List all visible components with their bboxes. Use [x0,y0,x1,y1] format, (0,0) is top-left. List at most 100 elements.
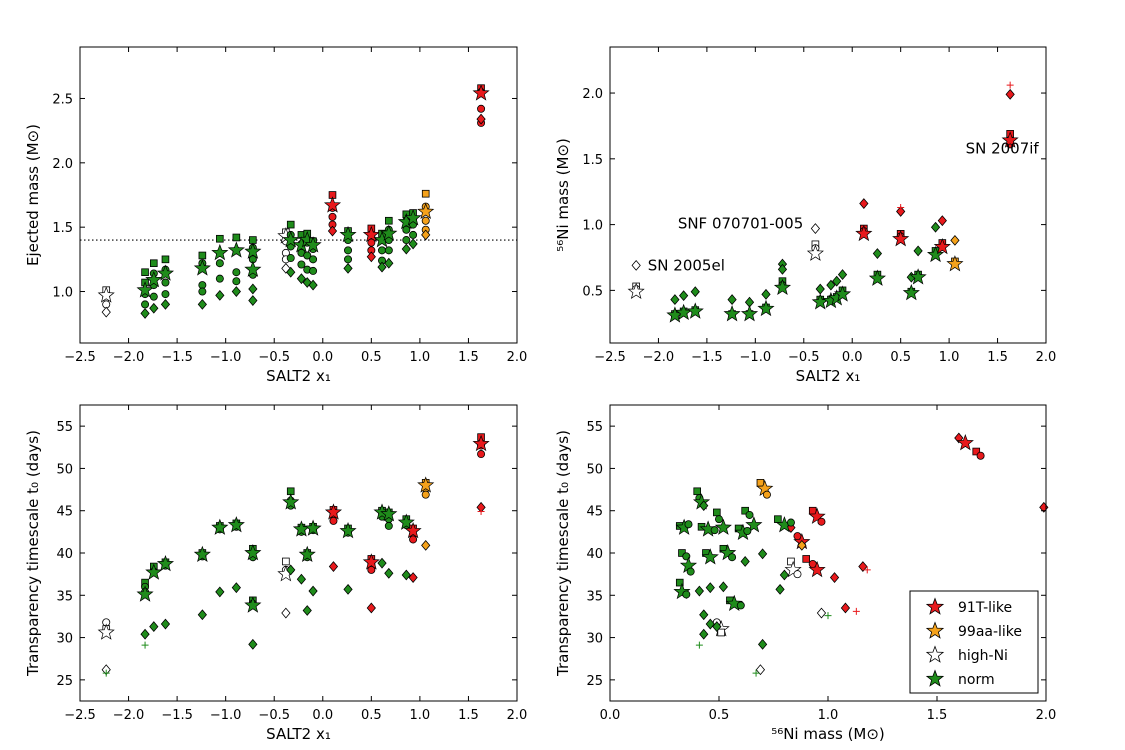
data-point [378,246,387,255]
data-point [829,572,840,583]
x-tick-label: 2.0 [1036,350,1057,365]
data-point [909,268,927,285]
data-point [296,573,307,585]
data-point [673,582,691,600]
panel-nickel-mass: −2.5 −2.0 −1.5 −1.0 −0.5 0.0 0.5 1.0 1.5 2.0 0.5 1.… [554,46,1057,385]
panel-ejected-mass: −2.5 −2.0 −1.5 −1.0 −0.5 0.0 0.5 1.0 1.5 2.0 1.0 1.… [24,46,527,385]
data-point [161,255,170,264]
x-tick-label: −0.5 [258,708,290,723]
data-point [161,278,170,287]
data-point [757,638,768,650]
data-point [793,570,802,579]
x-tick-label: 0.0 [842,350,863,365]
y-tick-label: 35 [586,589,603,604]
data-point [976,451,985,460]
data-point [408,238,418,250]
data-point [837,269,848,281]
data-point [682,590,691,599]
data-points [97,433,490,677]
data-point [705,582,715,594]
data-point [244,242,262,259]
data-point [140,628,150,640]
data-point [286,220,295,229]
data-point [826,279,836,291]
data-point [797,539,807,551]
data-point [309,266,318,275]
x-axis-label: SALT2 x₁ [266,725,331,743]
y-tick-label: 2.5 [52,92,73,107]
panel-transparency-x1: −2.5 −2.0 −1.5 −1.0 −0.5 0.0 0.5 1.0 1.5 2.0 25 30 3… [24,404,527,743]
data-point [421,216,430,225]
data-point [675,578,684,587]
x-tick-label: −2.0 [643,350,675,365]
y-tick-label: 2.0 [582,87,603,102]
data-point [956,434,974,451]
y-tick-label: 1.5 [582,153,603,168]
data-point [231,582,241,594]
data-point [215,259,224,268]
data-point [777,263,788,275]
data-point [193,259,211,276]
data-point [397,513,415,530]
data-point [149,621,159,632]
data-point [136,585,154,602]
x-tick-label: 0.5 [361,708,382,723]
data-point [926,245,945,263]
data-point [141,268,149,277]
legend-star-icon [925,597,945,615]
data-point [1006,81,1014,89]
data-point [323,196,342,213]
data-point [286,266,296,278]
data-point [762,490,771,499]
data-point [757,299,775,317]
y-axis-label: ⁵⁶Ni mass (M⊙) [554,138,572,252]
data-point [679,290,689,302]
data-point [858,561,868,572]
data-point [384,567,394,579]
x-tick-label: 0.5 [709,708,730,723]
data-point [308,585,318,597]
data-point [627,282,645,299]
data-point [712,621,722,632]
data-point [728,553,737,562]
data-point [404,522,422,539]
data-point [775,583,785,595]
data-point [743,527,752,536]
annotation-label: SN 2007if [966,140,1040,158]
data-point [710,526,719,535]
data-points [673,432,1049,677]
data-point [401,243,411,255]
data-point [141,300,150,309]
y-tick-label: 2.0 [52,157,73,172]
data-point [385,216,393,225]
data-point [409,230,418,239]
x-tick-label: 1.0 [939,350,960,365]
data-point [773,278,792,296]
data-point [476,113,486,125]
data-point [786,518,795,527]
data-point [197,609,207,621]
x-tick-label: 1.0 [818,708,839,723]
data-point [282,231,300,248]
data-point [745,510,754,519]
x-tick-label: 0.5 [361,350,382,365]
data-point [741,506,749,515]
x-tick-label: −1.0 [210,708,242,723]
data-point [779,569,790,581]
data-point [817,517,826,526]
data-point [896,206,906,217]
data-point [472,434,490,452]
y-tick-label: 0.5 [582,284,603,299]
data-point [417,202,435,220]
data-point [472,84,490,101]
data-point [244,260,262,277]
data-point [477,104,486,113]
data-point [344,255,353,264]
data-point [362,553,380,570]
data-point [477,508,485,516]
data-point [296,273,307,285]
data-point [198,251,207,260]
data-point [160,618,171,630]
y-tick-label: 55 [586,420,603,435]
y-tick-label: 1.0 [582,219,603,234]
